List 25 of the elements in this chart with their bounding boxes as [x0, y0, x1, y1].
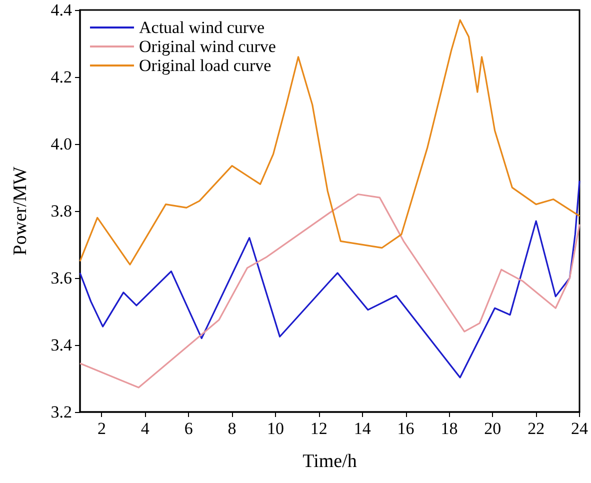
- x-tick-label: 16: [397, 419, 414, 438]
- y-tick-label: 3.8: [50, 202, 72, 220]
- y-tick-label: 4.0: [50, 134, 72, 154]
- x-tick-label: 6: [184, 419, 193, 438]
- y-tick-label: 3.2: [50, 402, 72, 422]
- x-tick-label: 20: [484, 419, 502, 438]
- x-tick-label: 10: [266, 419, 284, 438]
- x-tick-label: 22: [528, 419, 545, 438]
- x-tick-label: 12: [310, 419, 328, 438]
- y-tick-label: 4.2: [50, 68, 72, 86]
- x-tick-label: 18: [440, 419, 458, 438]
- legend-label: Original load curve: [139, 56, 272, 75]
- x-axis-title: Time/h: [302, 451, 358, 472]
- x-tick-label: 2: [97, 419, 106, 438]
- x-tick-label: 14: [354, 419, 372, 438]
- line-series: [79, 19, 580, 266]
- legend-label: Actual wind curve: [139, 18, 265, 37]
- y-axis-title: Power/MW: [10, 166, 31, 256]
- x-tick-label: 24: [571, 419, 588, 438]
- y-tick-label: 4.4: [50, 0, 72, 20]
- x-tick-label: 4: [140, 419, 150, 438]
- y-tick-label: 3.6: [50, 268, 72, 288]
- y-tick-label: 3.4: [50, 336, 72, 354]
- x-tick-label: 8: [228, 419, 236, 438]
- legend-label: Original wind curve: [139, 37, 276, 56]
